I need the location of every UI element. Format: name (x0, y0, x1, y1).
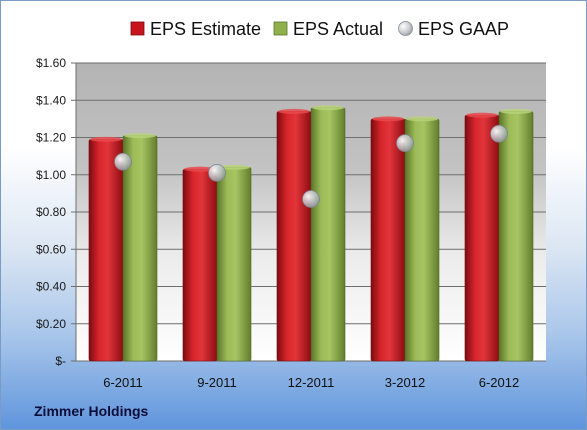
x-tick-label: 12-2011 (288, 375, 335, 390)
y-tick-label: $0.20 (36, 317, 66, 331)
eps-gaap-marker (208, 164, 226, 182)
eps-estimate-bar (276, 111, 312, 362)
x-tick-label: 3-2012 (385, 375, 425, 390)
eps-estimate-bar (464, 114, 500, 362)
legend-eps-gaap-swatch (398, 21, 413, 36)
y-tick-label: $0.80 (36, 205, 66, 219)
eps-actual-bar-cap (124, 133, 156, 139)
y-tick-label: $1.20 (36, 131, 66, 145)
x-tick-label: 9-2011 (197, 375, 237, 390)
y-tick-label: $- (55, 354, 66, 368)
eps-estimate-bar-cap (372, 116, 404, 122)
eps-actual-bar (310, 107, 346, 362)
y-tick-label: $0.40 (36, 280, 66, 294)
y-tick-label: $0.60 (36, 242, 66, 256)
eps-estimate-bar-cap (278, 108, 310, 114)
legend-eps-actual-swatch (273, 21, 288, 36)
eps-actual-bar (122, 135, 158, 362)
legend-eps-gaap-label: EPS GAAP (418, 19, 509, 39)
eps-estimate-bar-cap (184, 166, 216, 172)
legend-eps-estimate-swatch (130, 21, 145, 36)
legend-eps-estimate-label: EPS Estimate (150, 19, 261, 39)
eps-gaap-marker (396, 134, 414, 152)
eps-actual-bar-cap (406, 116, 438, 122)
eps-actual-bar-cap (500, 108, 532, 114)
eps-actual-bar (216, 167, 252, 362)
x-tick-label: 6-2012 (479, 375, 519, 390)
eps-estimate-bar (370, 118, 406, 362)
eps-estimate-bar (88, 139, 124, 362)
eps-estimate-bar-cap (466, 112, 498, 118)
eps-actual-bar-cap (218, 164, 250, 170)
eps-actual-bar (498, 111, 534, 362)
eps-estimate-bar-cap (90, 136, 122, 142)
y-tick-label: $1.00 (36, 168, 66, 182)
legend-eps-actual-label: EPS Actual (293, 19, 383, 39)
eps-gaap-marker (114, 152, 132, 171)
eps-actual-bar-cap (312, 105, 344, 111)
y-tick-label: $1.40 (36, 93, 66, 107)
eps-actual-bar (404, 118, 440, 362)
eps-estimate-bar (182, 168, 218, 362)
y-tick-label: $1.60 (36, 56, 66, 70)
eps-gaap-marker (302, 190, 320, 208)
x-tick-label: 6-2011 (103, 375, 143, 390)
company-name: Zimmer Holdings (34, 403, 149, 419)
eps-gaap-marker (490, 124, 508, 143)
